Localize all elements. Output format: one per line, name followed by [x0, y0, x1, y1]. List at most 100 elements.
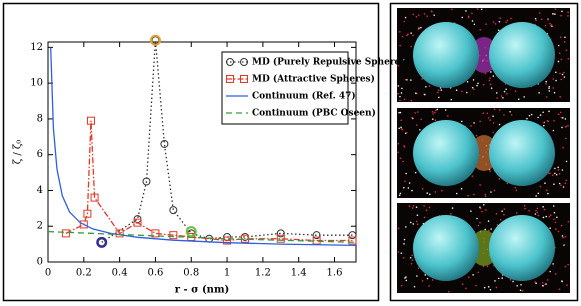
water-dot: [490, 87, 493, 89]
y-tick-label: 10: [30, 78, 43, 89]
data-point: [276, 229, 285, 238]
water-dot: [401, 128, 404, 131]
water-dot: [519, 289, 522, 292]
water-dot: [461, 283, 464, 285]
water-dot: [557, 169, 560, 171]
water-dot: [400, 119, 402, 122]
highlight-marker: [185, 226, 197, 238]
water-dot: [403, 98, 406, 101]
water-dot: [562, 236, 564, 239]
water-dot: [528, 209, 530, 212]
water-dot: [545, 189, 548, 192]
water-dot: [408, 205, 411, 207]
water-dot: [425, 85, 427, 88]
water-dot: [435, 109, 437, 112]
water-dot: [564, 182, 567, 185]
water-dot: [414, 171, 417, 174]
water-dot: [440, 189, 443, 192]
water-dot: [403, 20, 406, 23]
water-dot: [495, 213, 498, 215]
water-dot: [561, 73, 564, 76]
water-dot: [561, 10, 563, 13]
water-dot: [397, 142, 400, 145]
x-tick-label: 1.4: [291, 268, 307, 279]
water-dot: [482, 112, 485, 114]
water-dot: [566, 284, 568, 286]
water-dot: [552, 205, 555, 207]
data-point: [240, 58, 248, 66]
water-dot: [496, 97, 498, 99]
water-dot: [402, 58, 405, 61]
water-dot: [562, 186, 565, 188]
water-dot: [535, 19, 537, 22]
water-dot: [492, 21, 495, 23]
water-dot: [467, 194, 469, 197]
water-dot: [472, 79, 475, 81]
water-dot: [403, 238, 406, 241]
water-dot: [400, 284, 403, 287]
water-dot: [561, 280, 563, 282]
water-dot: [403, 243, 405, 245]
water-dot: [461, 90, 463, 93]
water-dot: [405, 276, 407, 278]
water-dot: [416, 223, 419, 226]
water-dot: [542, 111, 544, 114]
water-dot: [542, 216, 545, 219]
water-dot: [438, 96, 440, 99]
water-dot: [414, 112, 416, 114]
data-point: [348, 236, 357, 245]
water-dot: [509, 110, 511, 113]
water-dot: [415, 92, 417, 95]
water-dot: [421, 280, 424, 282]
water-dot: [554, 221, 557, 224]
water-dot: [472, 274, 474, 276]
water-dot: [559, 111, 562, 114]
water-dot: [409, 221, 412, 224]
water-dot: [538, 92, 540, 94]
water-dot: [467, 15, 470, 18]
water-dot: [496, 224, 499, 226]
water-dot: [553, 91, 556, 94]
water-dot: [402, 256, 405, 259]
water-dot: [497, 277, 500, 280]
water-dot: [468, 276, 470, 279]
water-dot: [565, 137, 567, 140]
water-dot: [431, 279, 434, 281]
data-point: [83, 209, 92, 218]
water-dot: [480, 8, 483, 11]
water-dot: [399, 111, 402, 114]
water-dot: [567, 57, 570, 60]
water-dot: [561, 169, 564, 171]
water-dot: [411, 116, 414, 119]
data-point: [226, 58, 234, 66]
water-dot: [488, 79, 491, 82]
water-dot: [420, 118, 422, 121]
water-dot: [514, 186, 517, 189]
water-dot: [510, 114, 513, 116]
data-point: [160, 139, 169, 148]
data-point: [61, 229, 70, 238]
water-dot: [450, 98, 453, 101]
water-dot: [470, 210, 472, 212]
water-dot: [417, 267, 420, 269]
water-dot: [562, 146, 564, 149]
water-dot: [412, 13, 415, 16]
water-dot: [397, 151, 399, 154]
simulation-images: [397, 8, 570, 293]
water-dot: [398, 127, 401, 130]
water-dot: [423, 13, 426, 15]
water-dot: [487, 220, 490, 222]
water-dot: [563, 71, 565, 74]
water-dot: [477, 82, 479, 85]
water-dot: [430, 10, 433, 12]
water-dot: [484, 228, 487, 231]
water-dot: [490, 71, 492, 73]
water-dot: [543, 124, 545, 127]
water-dot: [559, 36, 562, 39]
water-dot: [512, 280, 514, 283]
water-dot: [560, 184, 562, 186]
water-dot: [520, 283, 522, 286]
water-dot: [434, 119, 437, 122]
water-dot: [490, 228, 492, 230]
